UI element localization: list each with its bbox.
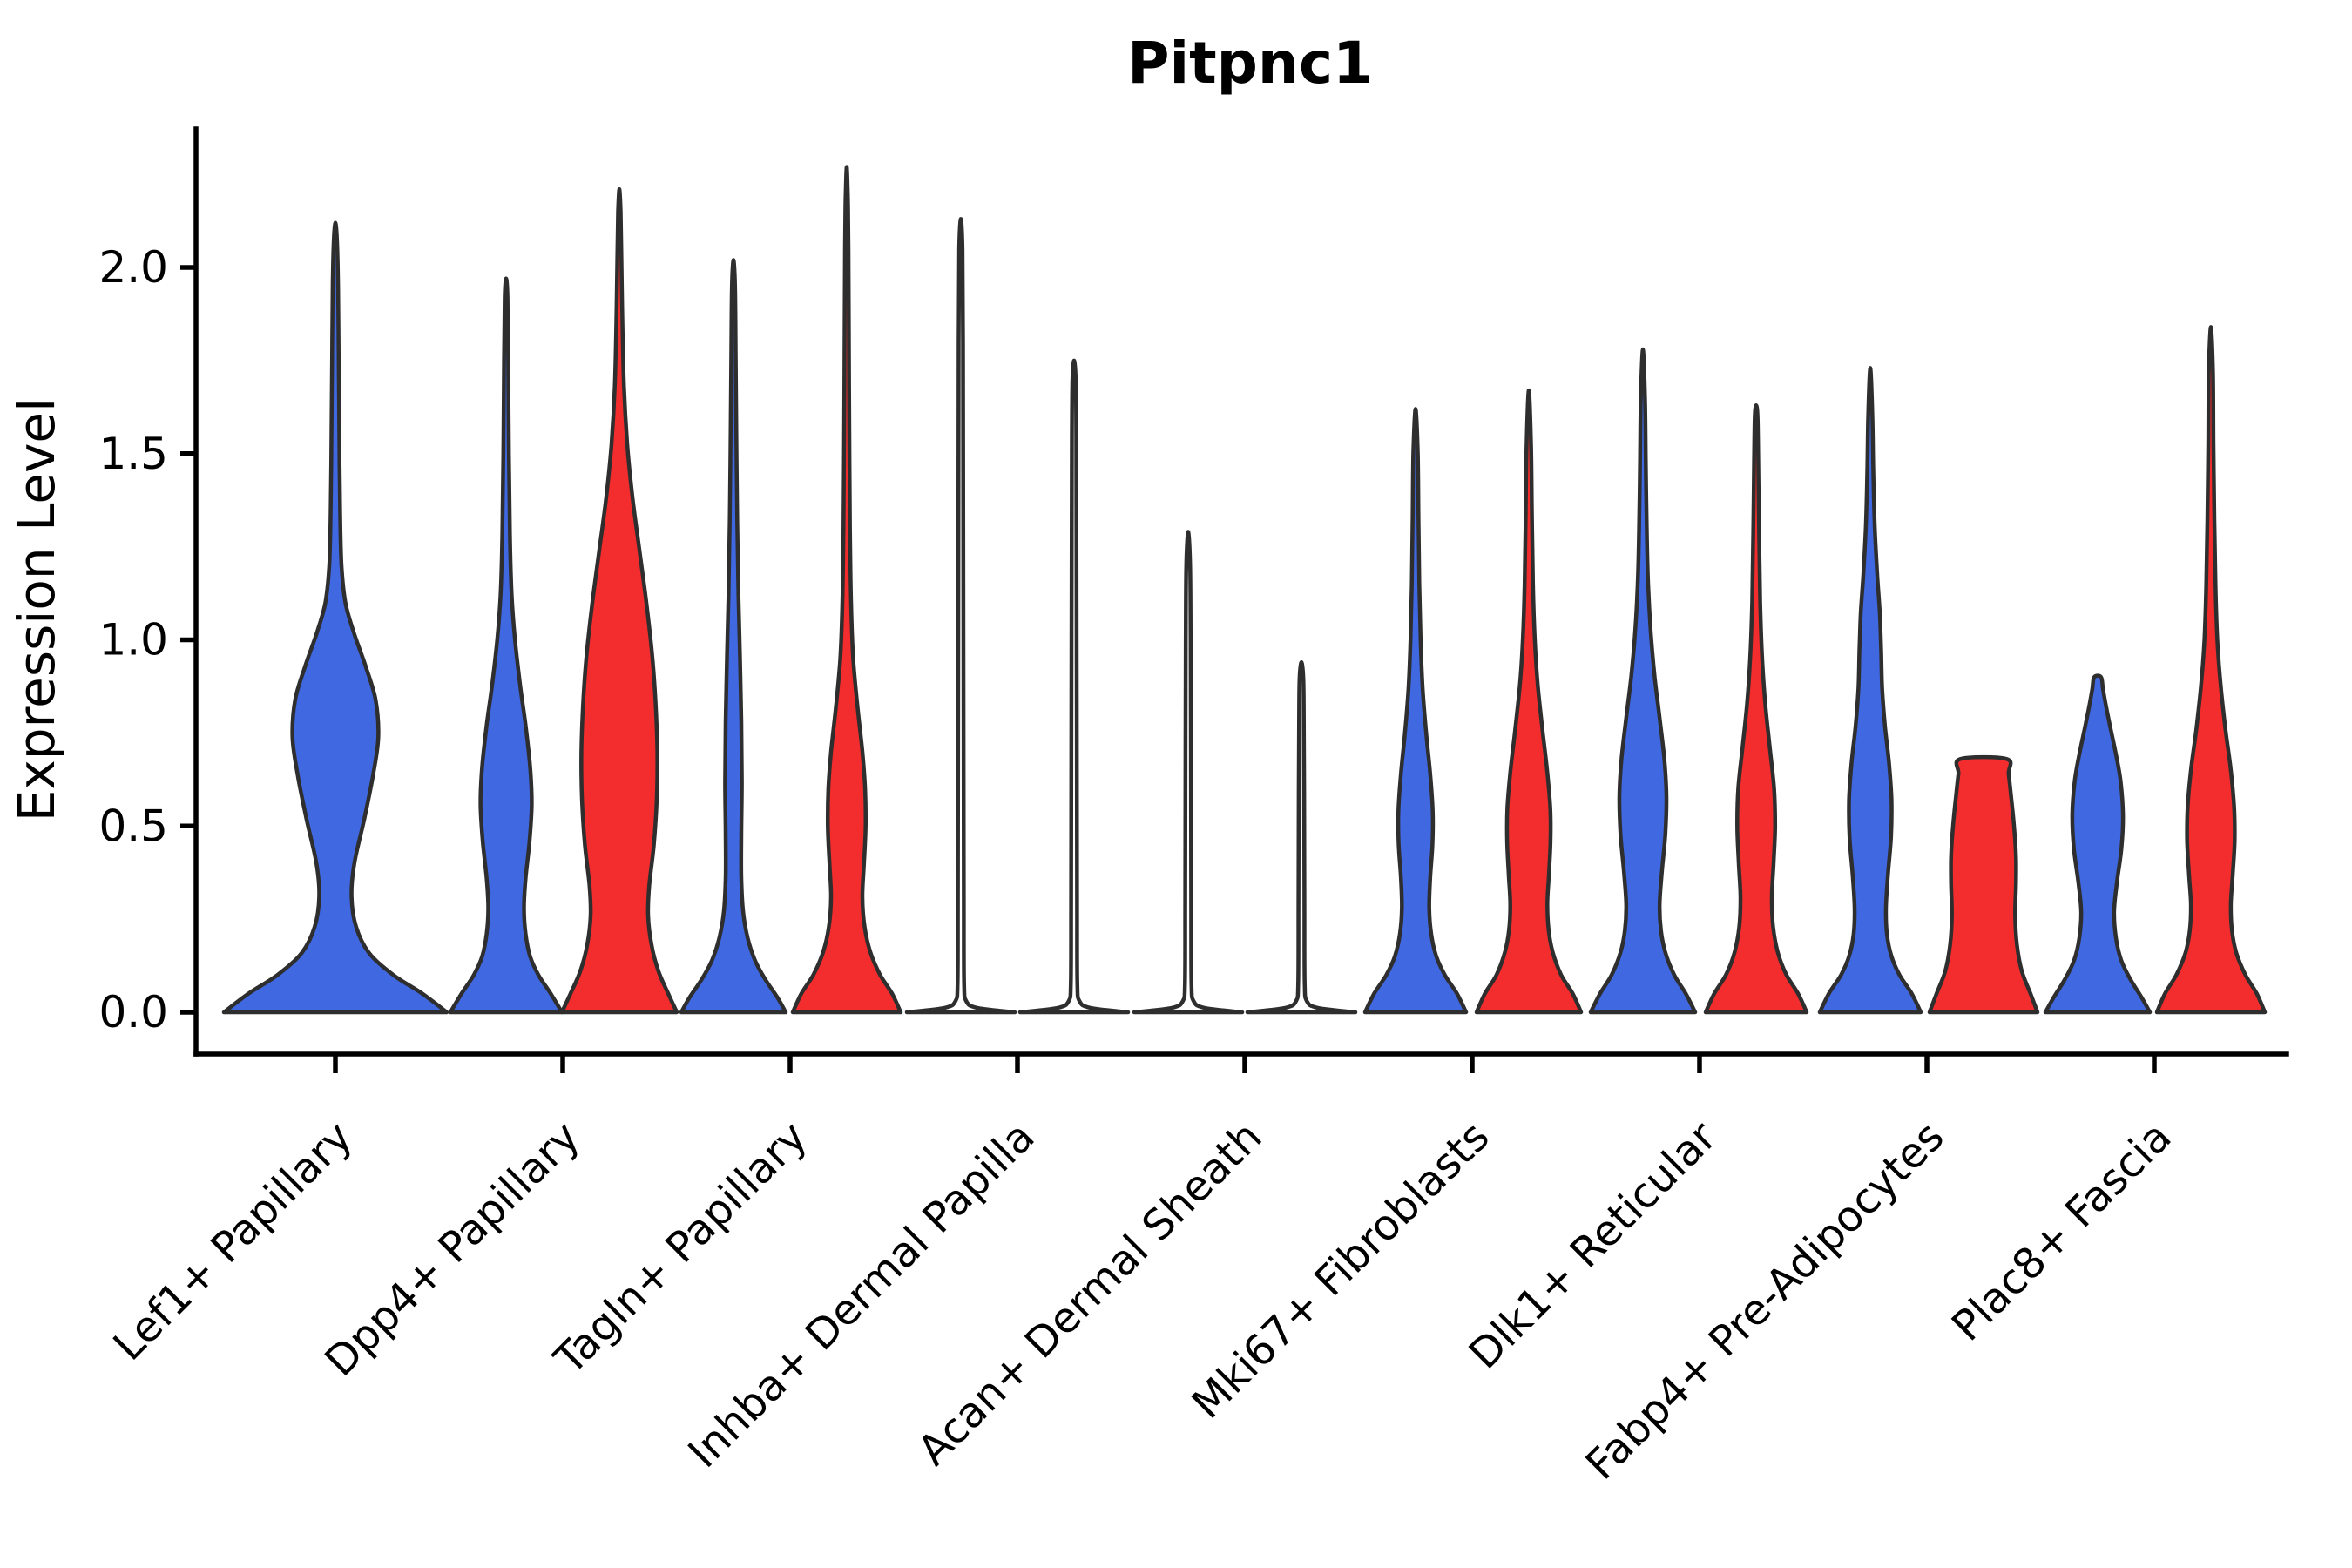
x-tick-label-plac8-fascia: Plac8+ Fascia bbox=[1943, 1112, 2181, 1351]
y-tick-label: 0.0 bbox=[98, 987, 168, 1037]
violin-dpp4-papillary-red-right bbox=[559, 186, 679, 1015]
violin-fabp4-pre-adipocytes-red-right bbox=[1927, 754, 2040, 1015]
violin-dlk1-reticular-blue-left bbox=[1588, 347, 1698, 1015]
violins bbox=[221, 165, 2268, 1015]
y-axis-label: Expression Level bbox=[7, 398, 66, 821]
x-tick-label-tagln-papillary: Tagln+ Papillary bbox=[544, 1112, 816, 1384]
x-tick-label-dlk1-reticular: Dlk1+ Reticular bbox=[1460, 1112, 1727, 1379]
violin-plac8-fascia-red-right bbox=[2154, 325, 2268, 1015]
y-tick-label: 1.0 bbox=[98, 615, 168, 666]
violin-lef1-papillary-blue bbox=[221, 220, 449, 1015]
violin-acan-dermal-sheath-white-right bbox=[1245, 659, 1358, 1015]
x-tick-label-fabp4-pre-adipocytes: Fabp4+ Pre-Adipocytes bbox=[1577, 1112, 1954, 1490]
violin-tagln-papillary-blue-left bbox=[679, 258, 788, 1015]
violin-acan-dermal-sheath-white-left bbox=[1132, 530, 1245, 1015]
violin-tagln-papillary-red-right bbox=[790, 165, 903, 1015]
violin-inhba-dermal-papilla-white-left bbox=[904, 217, 1017, 1015]
violin-plac8-fascia-blue-left bbox=[2043, 673, 2153, 1015]
violin-fabp4-pre-adipocytes-blue-left bbox=[1817, 366, 1923, 1015]
violin-inhba-dermal-papilla-white-right bbox=[1017, 358, 1131, 1015]
y-tick-label: 0.5 bbox=[98, 801, 168, 851]
violin-dlk1-reticular-red-right bbox=[1703, 402, 1809, 1015]
x-tick-label-dpp4-papillary: Dpp4+ Papillary bbox=[315, 1112, 589, 1386]
x-tick-label-lef1-papillary: Lef1+ Papillary bbox=[105, 1112, 362, 1370]
violin-mki67-fibroblasts-red-right bbox=[1474, 388, 1584, 1015]
y-tick-label: 1.5 bbox=[98, 429, 168, 479]
violin-mki67-fibroblasts-blue-left bbox=[1362, 407, 1469, 1015]
chart-title: Pitpnc1 bbox=[1127, 30, 1373, 97]
y-tick-label: 2.0 bbox=[98, 242, 168, 293]
violin-dpp4-papillary-blue-left bbox=[448, 276, 564, 1015]
